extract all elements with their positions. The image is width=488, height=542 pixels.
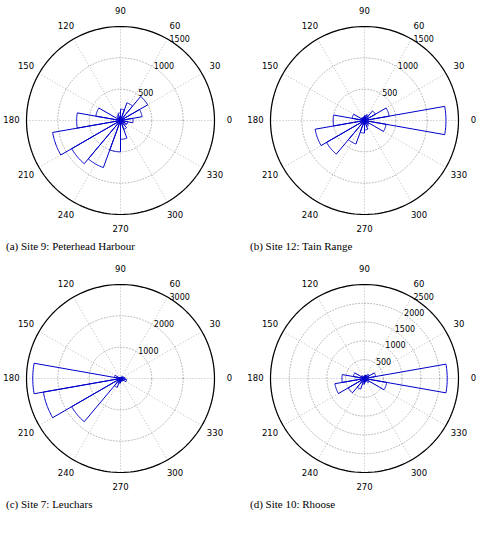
svg-text:30: 30 (454, 61, 465, 71)
svg-text:120: 120 (302, 279, 318, 289)
html-text:(d) Site 10: Rhoose: (d) Site 10: Rhoose (250, 498, 336, 510)
svg-text:120: 120 (58, 279, 74, 289)
svg-text:90: 90 (115, 6, 126, 16)
svg-text:270: 270 (356, 482, 372, 492)
svg-text:300: 300 (411, 468, 427, 478)
svg-text:330: 330 (451, 428, 467, 438)
svg-text:330: 330 (207, 428, 223, 438)
html-text:(b) Site 12: Tain Range: (b) Site 12: Tain Range (250, 240, 353, 252)
svg-text:330: 330 (451, 170, 467, 180)
svg-text:180: 180 (3, 373, 19, 383)
svg-text:500: 500 (138, 89, 153, 98)
svg-text:240: 240 (58, 468, 74, 478)
svg-text:2500: 2500 (414, 293, 434, 302)
svg-text:180: 180 (3, 115, 19, 125)
svg-text:1000: 1000 (398, 62, 418, 71)
svg-text:270: 270 (112, 224, 128, 234)
svg-text:300: 300 (167, 210, 183, 220)
svg-text:0: 0 (471, 373, 476, 383)
svg-text:270: 270 (112, 482, 128, 492)
svg-text:500: 500 (376, 358, 391, 367)
svg-text:150: 150 (262, 61, 278, 71)
svg-text:500: 500 (382, 89, 397, 98)
svg-text:2000: 2000 (154, 320, 174, 329)
svg-text:150: 150 (262, 319, 278, 329)
svg-text:240: 240 (58, 210, 74, 220)
svg-text:150: 150 (18, 319, 34, 329)
svg-text:0: 0 (471, 115, 476, 125)
svg-text:300: 300 (167, 468, 183, 478)
svg-text:0: 0 (227, 115, 232, 125)
svg-text:30: 30 (210, 61, 221, 71)
svg-text:90: 90 (115, 264, 126, 274)
svg-text:210: 210 (262, 428, 278, 438)
svg-text:120: 120 (58, 21, 74, 31)
svg-text:120: 120 (302, 21, 318, 31)
svg-text:90: 90 (359, 264, 370, 274)
svg-text:330: 330 (207, 170, 223, 180)
svg-text:30: 30 (210, 319, 221, 329)
svg-text:1500: 1500 (395, 325, 415, 334)
html-text:(c) Site 7: Leuchars: (c) Site 7: Leuchars (6, 498, 93, 510)
svg-text:210: 210 (262, 170, 278, 180)
svg-text:30: 30 (454, 319, 465, 329)
svg-text:1500: 1500 (414, 35, 434, 44)
svg-text:1000: 1000 (385, 341, 405, 350)
svg-text:60: 60 (170, 279, 181, 289)
svg-text:300: 300 (411, 210, 427, 220)
svg-text:1000: 1000 (154, 62, 174, 71)
svg-text:3000: 3000 (170, 293, 190, 302)
svg-text:60: 60 (414, 279, 425, 289)
svg-text:60: 60 (170, 21, 181, 31)
svg-text:270: 270 (356, 224, 372, 234)
svg-text:90: 90 (359, 6, 370, 16)
svg-text:150: 150 (18, 61, 34, 71)
svg-text:180: 180 (247, 115, 263, 125)
svg-text:210: 210 (18, 170, 34, 180)
svg-text:60: 60 (414, 21, 425, 31)
svg-text:210: 210 (18, 428, 34, 438)
svg-text:240: 240 (302, 210, 318, 220)
svg-text:240: 240 (302, 468, 318, 478)
html-text:(a) Site 9: Peterhead Harbour: (a) Site 9: Peterhead Harbour (6, 240, 135, 252)
svg-text:2000: 2000 (404, 309, 424, 318)
svg-text:1000: 1000 (138, 347, 158, 356)
svg-text:1500: 1500 (170, 35, 190, 44)
svg-text:180: 180 (247, 373, 263, 383)
svg-text:0: 0 (227, 373, 232, 383)
